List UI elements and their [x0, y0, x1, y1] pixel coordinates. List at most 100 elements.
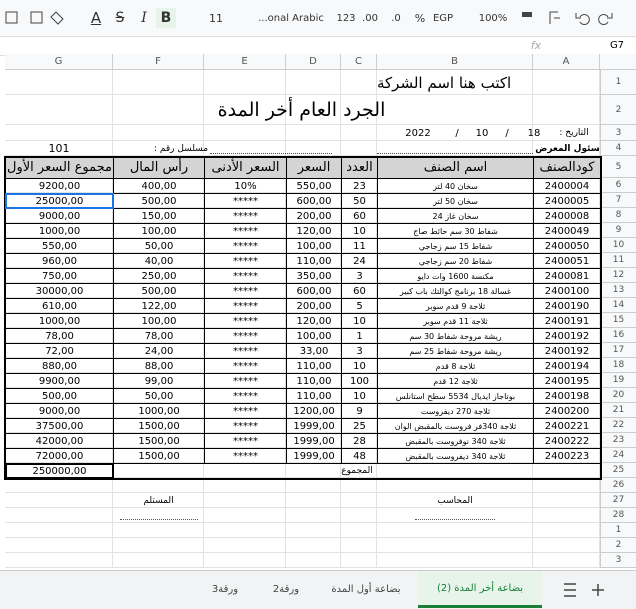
grid-cell	[286, 358, 341, 373]
row-header[interactable]: 25	[600, 463, 636, 478]
sheet-tab[interactable]: ورقة3	[211, 584, 239, 595]
grid-cell	[204, 463, 286, 478]
row-header[interactable]: 23	[600, 433, 636, 448]
grid-cell	[533, 178, 600, 193]
row-header[interactable]: 13	[600, 283, 636, 298]
row-header[interactable]: 19	[600, 373, 636, 388]
sheet-tab[interactable]: ورقة2	[272, 584, 300, 595]
grid-cell	[377, 448, 533, 463]
row-header[interactable]: 6	[600, 178, 636, 193]
row-header[interactable]: 5	[600, 156, 636, 178]
grid-cell	[113, 223, 204, 238]
toolbar-italic[interactable]: I	[141, 10, 147, 26]
grid-cell	[341, 403, 377, 418]
grid-cell	[377, 373, 533, 388]
column-header[interactable]: F	[113, 54, 204, 70]
row-header[interactable]: 3	[600, 125, 636, 141]
grid-cell	[286, 418, 341, 433]
grid-cell	[113, 463, 204, 478]
grid-cell	[286, 523, 341, 538]
grid-cell	[113, 433, 204, 448]
grid-cell	[204, 403, 286, 418]
grid-cell	[341, 493, 377, 508]
grid-cell	[204, 388, 286, 403]
grid-cell	[5, 253, 113, 268]
sheet-tab[interactable]: بضاعة أخر المدة (2)	[418, 571, 542, 608]
grid-cell	[113, 193, 204, 208]
row-header[interactable]: 7	[600, 193, 636, 208]
column-header[interactable]: B	[377, 54, 533, 70]
row-header[interactable]: 2	[600, 538, 636, 553]
all-sheets-icon[interactable]	[564, 583, 576, 597]
grid-cell	[533, 358, 600, 373]
grid-cell	[113, 125, 204, 141]
toolbar-decimal-less[interactable]: .0	[391, 12, 401, 24]
row-header[interactable]: 20	[600, 388, 636, 403]
sheet-tab[interactable]: بضاعة أول المدة	[331, 584, 401, 595]
column-header[interactable]: C	[341, 54, 377, 70]
row-header[interactable]: 2	[600, 95, 636, 125]
row-header[interactable]: 9	[600, 223, 636, 238]
grid-cell	[377, 463, 533, 478]
row-header[interactable]: 10	[600, 238, 636, 253]
name-box[interactable]: G7	[609, 39, 625, 51]
grid-cell	[533, 448, 600, 463]
row-header[interactable]: 12	[600, 268, 636, 283]
serial-dots	[210, 144, 332, 154]
grid-cell	[341, 223, 377, 238]
row-header[interactable]: 24	[600, 448, 636, 463]
toolbar-zoom[interactable]: 100%	[478, 12, 508, 24]
toolbar-bold[interactable]: B	[156, 8, 176, 28]
grid-cell	[533, 553, 600, 568]
toolbar-percent[interactable]: %	[414, 11, 426, 25]
grid-cell	[377, 433, 533, 448]
date-year: 2022	[405, 127, 431, 139]
row-header[interactable]: 11	[600, 253, 636, 268]
grid-cell	[377, 388, 533, 403]
grid-cell	[533, 253, 600, 268]
grid-cell	[533, 388, 600, 403]
grid-cell	[204, 208, 286, 223]
grid-cell	[341, 125, 377, 141]
tab-controls[interactable]	[556, 571, 616, 609]
toolbar-number-format[interactable]: 123	[336, 12, 356, 24]
row-header[interactable]: 3	[600, 553, 636, 568]
row-header[interactable]: 26	[600, 478, 636, 493]
grid-cell	[286, 463, 341, 478]
grid-cell	[204, 523, 286, 538]
grid-cell	[341, 373, 377, 388]
toolbar-currency[interactable]: EGP	[432, 12, 454, 24]
undo-icon	[575, 13, 590, 25]
grid-cell	[113, 448, 204, 463]
row-header[interactable]: 28	[600, 508, 636, 523]
toolbar-decimal-more[interactable]: .00	[362, 12, 378, 24]
grid-cell	[286, 70, 341, 95]
row-header[interactable]: 14	[600, 298, 636, 313]
row-header[interactable]: 1	[600, 70, 636, 95]
row-header[interactable]: 15	[600, 313, 636, 328]
row-header[interactable]: 18	[600, 358, 636, 373]
grid-cell	[341, 253, 377, 268]
row-header[interactable]: 1	[600, 523, 636, 538]
row-header[interactable]: 8	[600, 208, 636, 223]
date-sep1: /	[505, 127, 509, 139]
add-sheet-icon[interactable]	[592, 584, 604, 596]
row-header[interactable]: 4	[600, 141, 636, 156]
row-header[interactable]: 27	[600, 493, 636, 508]
toolbar-font[interactable]: ...onal Arabic	[258, 12, 324, 24]
row-header[interactable]: 22	[600, 418, 636, 433]
toolbar-font-size[interactable]: 11	[209, 11, 223, 25]
column-header[interactable]: G	[5, 54, 113, 70]
grid-cell	[286, 388, 341, 403]
column-header[interactable]: D	[286, 54, 341, 70]
toolbar-text-color[interactable]: A	[90, 9, 102, 27]
grid-cell	[377, 223, 533, 238]
grid-cell	[113, 358, 204, 373]
row-header[interactable]: 21	[600, 403, 636, 418]
row-header[interactable]: 17	[600, 343, 636, 358]
toolbar-strike[interactable]: S	[115, 10, 125, 26]
column-header[interactable]: A	[533, 54, 600, 70]
column-header[interactable]: E	[204, 54, 286, 70]
row-header[interactable]: 16	[600, 328, 636, 343]
